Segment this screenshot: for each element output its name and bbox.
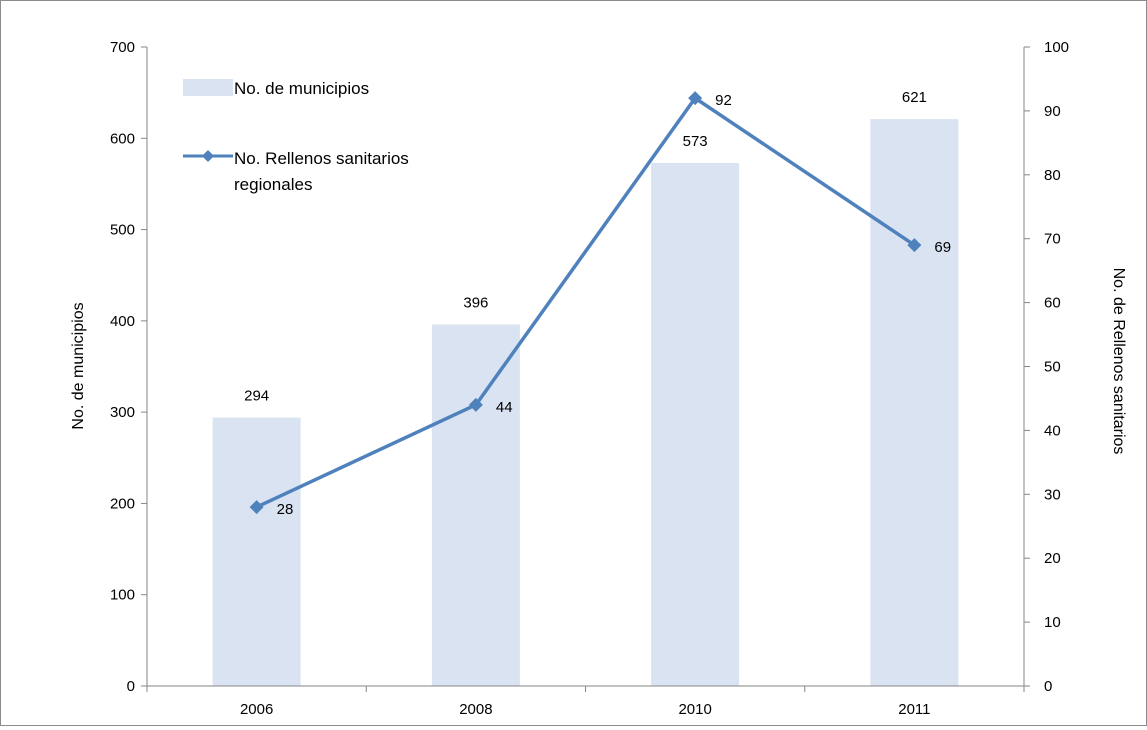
left-tick-label: 200 <box>110 495 135 512</box>
bar-data-label: 396 <box>463 295 488 312</box>
x-tick-label: 2010 <box>678 701 711 718</box>
bar-2008 <box>431 324 520 686</box>
line-data-label: 44 <box>496 399 513 416</box>
line-data-label: 69 <box>934 239 951 256</box>
right-tick-label: 10 <box>1044 614 1061 631</box>
right-tick-label: 20 <box>1044 550 1061 567</box>
legend-diamond-marker <box>202 150 214 162</box>
line-data-label: 28 <box>277 501 294 518</box>
right-tick-label: 50 <box>1044 359 1061 376</box>
bar-2011 <box>870 119 959 686</box>
left-tick-label: 100 <box>110 587 135 604</box>
left-axis-ticks: 0 100 200 300 400 500 600 700 <box>110 39 147 695</box>
left-tick-label: 700 <box>110 39 135 56</box>
right-tick-label: 40 <box>1044 422 1061 439</box>
legend-line-label: No. Rellenos sanitarios <box>234 149 409 168</box>
bar-data-label: 621 <box>902 89 927 106</box>
y2-axis-title: No. de Rellenos sanitarios <box>1110 268 1127 455</box>
line-series-layer <box>249 91 922 515</box>
left-tick-label: 0 <box>127 678 135 695</box>
bar-2010 <box>651 162 740 686</box>
legend: No. de municipios No. Rellenos sanitario… <box>183 79 409 194</box>
bars-layer <box>212 119 959 686</box>
legend-bar-label: No. de municipios <box>234 79 369 98</box>
right-tick-label: 90 <box>1044 103 1061 120</box>
y-axis-title: No. de municipios <box>70 302 87 429</box>
legend-bar-swatch <box>183 79 233 96</box>
legend-line-label-2: regionales <box>234 175 312 194</box>
bar-data-label: 573 <box>683 133 708 150</box>
right-tick-label: 70 <box>1044 231 1061 248</box>
right-tick-label: 0 <box>1044 678 1052 695</box>
x-axis-ticks: 2006 2008 2010 2011 <box>146 686 1025 718</box>
right-tick-label: 30 <box>1044 486 1061 503</box>
bar-data-label: 294 <box>244 388 269 405</box>
left-tick-label: 300 <box>110 404 135 421</box>
data-labels-layer: 294 396 573 621 28 44 92 69 <box>244 89 951 518</box>
x-tick-label: 2008 <box>459 701 492 718</box>
right-tick-label: 60 <box>1044 295 1061 312</box>
left-tick-label: 600 <box>110 130 135 147</box>
right-tick-label: 100 <box>1044 39 1069 56</box>
line-series <box>255 96 916 509</box>
right-axis-ticks: 0 10 20 30 40 50 60 70 80 90 100 <box>1024 39 1069 695</box>
line-point-2006 <box>249 500 264 515</box>
left-tick-label: 500 <box>110 222 135 239</box>
line-data-label: 92 <box>715 92 732 109</box>
bar-2006 <box>212 417 301 686</box>
line-point-2011 <box>907 238 922 253</box>
line-point-2008 <box>468 397 483 412</box>
left-tick-label: 400 <box>110 313 135 330</box>
x-tick-label: 2006 <box>240 701 273 718</box>
line-point-2010 <box>688 91 703 106</box>
right-tick-label: 80 <box>1044 167 1061 184</box>
x-tick-label: 2011 <box>898 701 930 718</box>
